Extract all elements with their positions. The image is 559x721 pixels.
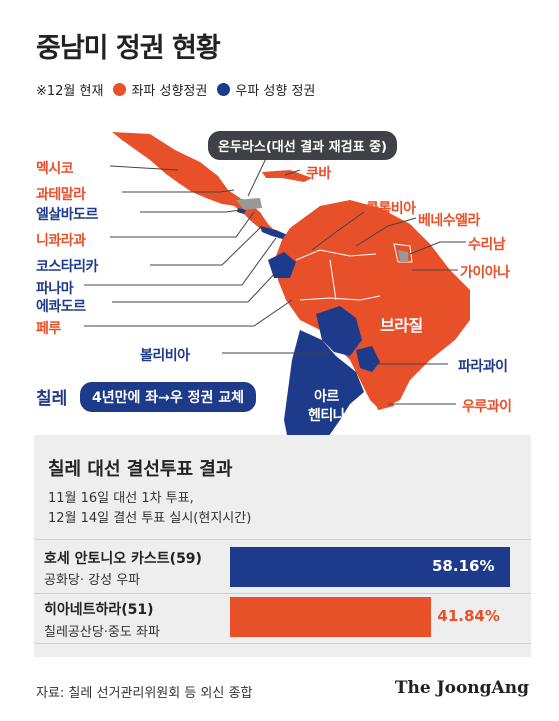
panel-sub-2: 12월 14일 결선 투표 실시(현지시간) (48, 511, 252, 526)
bar-candidate-1 (230, 547, 510, 587)
label-guatemala: 과테말라 (36, 187, 86, 203)
candidate-2-name: 히아네트하라(51) (44, 602, 154, 618)
label-argentina-1: 아르 (314, 389, 339, 405)
panel-title: 칠레 대선 결선투표 결과 (48, 459, 233, 480)
label-el-salvador: 엘살바도르 (36, 207, 98, 223)
brand-logo: The JoongAng (394, 678, 529, 698)
honduras-callout: 온두라스(대선 결과 재검표 중) (208, 131, 397, 160)
label-bolivia: 볼리비아 (140, 348, 190, 364)
separator (34, 539, 531, 540)
candidate-2-party: 칠레공산당·중도 좌파 (44, 625, 160, 640)
label-chile: 칠레 (36, 389, 68, 409)
candidate-1-name: 호세 안토니오 카스트(59) (44, 551, 202, 567)
separator (34, 643, 531, 644)
bar-label-candidate-2: 41.84% (437, 607, 500, 625)
el-salvador-shape (237, 208, 246, 214)
chile-banner: 4년만에 좌→우 정권 교체 (80, 382, 257, 412)
label-uruguay: 우루과이 (462, 399, 512, 415)
label-peru: 페루 (36, 321, 61, 337)
honduras-shape (236, 198, 262, 210)
label-guyana: 가이아나 (460, 265, 510, 281)
panel-sub-1: 11월 16일 대선 1차 투표, (48, 491, 194, 506)
legend-left-swatch (113, 83, 127, 96)
legend-note: ※12월 현재 (36, 84, 104, 99)
results-panel: 칠레 대선 결선투표 결과 11월 16일 대선 1차 투표, 12월 14일 … (34, 435, 531, 657)
bar-label-candidate-1: 58.16% (432, 557, 495, 575)
paraguay-shape (356, 346, 380, 372)
legend-left-label: 좌파 성향정권 (131, 84, 208, 99)
legend: ※12월 현재 좌파 성향정권 우파 성향 정권 (36, 80, 315, 99)
latin-america-map (84, 132, 470, 450)
label-suriname: 수리남 (468, 237, 506, 253)
label-colombia: 콜롬비아 (366, 201, 416, 217)
label-cuba: 쿠바 (306, 166, 331, 182)
cuba-shape (262, 170, 312, 182)
bolivia-shape (316, 306, 362, 356)
south-america-left-shape (276, 200, 470, 410)
mexico-shape (112, 132, 240, 206)
label-venezuela: 베네수엘라 (418, 213, 480, 229)
legend-right-label: 우파 성향 정권 (235, 84, 316, 99)
label-mexico: 멕시코 (36, 161, 74, 177)
costa-rica-panama-shape (260, 226, 290, 240)
candidate-1-party: 공화당· 강성 우파 (44, 573, 141, 588)
french-guiana-shape (398, 250, 408, 262)
label-argentina-2: 헨티나 (308, 408, 346, 424)
label-paraguay: 파라과이 (458, 359, 508, 375)
label-costa-rica: 코스타리카 (36, 259, 98, 275)
label-ecuador: 에콰도르 (36, 299, 86, 315)
argentina-chile-shape (284, 330, 364, 450)
label-brazil: 브라질 (380, 316, 423, 335)
separator (34, 593, 531, 594)
source-note: 자료: 칠레 선거관리위원회 등 외신 종합 (36, 686, 253, 701)
page-title: 중남미 정권 현황 (36, 33, 221, 64)
label-nicaragua: 니콰라과 (36, 233, 86, 249)
ecuador-shape (268, 252, 296, 278)
bar-candidate-2 (230, 597, 432, 637)
uruguay-shape (372, 392, 394, 410)
legend-right-swatch (217, 83, 231, 96)
label-panama: 파나마 (36, 281, 74, 297)
